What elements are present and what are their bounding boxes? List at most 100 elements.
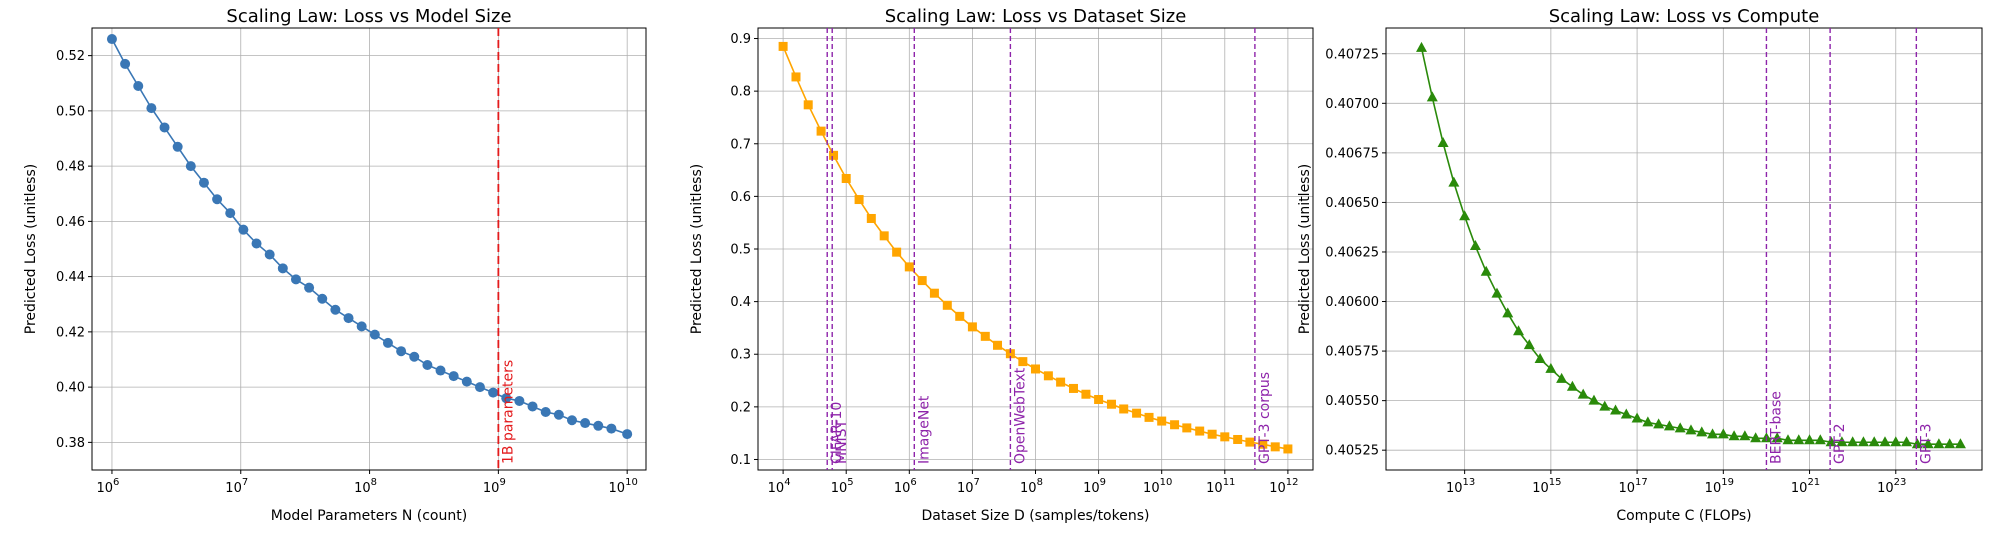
data-point-marker xyxy=(1491,287,1503,298)
x-tick-exponent: 9 xyxy=(499,477,505,488)
data-point-marker xyxy=(1879,436,1891,447)
x-tick-exponent: 10 xyxy=(625,477,638,488)
data-point-marker xyxy=(1663,420,1675,431)
data-point-marker xyxy=(580,418,591,429)
x-tick-exponent: 8 xyxy=(1037,477,1043,488)
data-point-marker xyxy=(1911,438,1923,449)
data-point-marker xyxy=(1750,432,1762,443)
x-tick-label: 1019 xyxy=(1705,477,1734,496)
data-point-marker xyxy=(1459,210,1471,221)
data-point-marker xyxy=(1933,438,1945,449)
x-tick-base: 10 xyxy=(894,481,911,496)
x-tick-base: 10 xyxy=(1791,481,1808,496)
data-point-marker xyxy=(225,208,236,219)
x-tick-label: 1012 xyxy=(1269,477,1298,496)
x-tick-label: 107 xyxy=(225,477,248,496)
x-tick-label: 109 xyxy=(1083,477,1106,496)
x-tick-exponent: 15 xyxy=(1549,477,1562,488)
data-point-marker xyxy=(904,262,914,272)
data-point-marker xyxy=(317,293,328,304)
data-point-marker xyxy=(1106,399,1116,409)
x-tick-base: 10 xyxy=(1705,481,1722,496)
x-tick-base: 10 xyxy=(768,481,785,496)
data-point-marker xyxy=(343,313,354,324)
data-point-marker xyxy=(1890,436,1902,447)
data-point-marker xyxy=(146,103,157,114)
x-tick-label: 1010 xyxy=(609,477,638,496)
y-tick-label: 0.50 xyxy=(56,104,85,119)
data-point-marker xyxy=(1793,434,1805,445)
y-tick-label: 0.2 xyxy=(730,400,751,415)
reference-label-bert-base: BERT-base xyxy=(1768,391,1784,464)
data-point-marker xyxy=(778,41,788,51)
x-tick-exponent: 5 xyxy=(847,477,853,488)
data-point-marker xyxy=(1620,408,1632,419)
y-tick-label: 0.40725 xyxy=(1325,47,1379,62)
x-tick-label: 104 xyxy=(768,477,791,496)
y-tick-label: 0.40625 xyxy=(1325,245,1379,260)
x-tick-base: 10 xyxy=(957,481,974,496)
y-tick-label: 0.40575 xyxy=(1325,345,1379,360)
x-tick-exponent: 7 xyxy=(973,477,979,488)
y-tick-label: 0.52 xyxy=(56,49,85,64)
data-point-marker xyxy=(1056,377,1066,387)
data-point-marker xyxy=(1717,428,1729,439)
data-point-marker xyxy=(1685,424,1697,435)
data-point-marker xyxy=(409,351,420,362)
x-tick-exponent: 23 xyxy=(1894,477,1907,488)
x-tick-exponent: 6 xyxy=(113,477,119,488)
data-point-marker xyxy=(435,365,446,376)
y-tick-label: 0.7 xyxy=(730,137,751,152)
data-point-marker xyxy=(1502,307,1514,318)
reference-label-gpt-3-corpus: GPT-3 corpus xyxy=(1257,372,1273,464)
x-tick-exponent: 6 xyxy=(910,477,916,488)
data-point-marker xyxy=(1068,383,1078,393)
data-point-marker xyxy=(1005,349,1015,359)
data-point-marker xyxy=(1018,357,1028,367)
data-point-marker xyxy=(1207,429,1217,439)
data-point-marker xyxy=(1144,412,1154,422)
x-tick-exponent: 19 xyxy=(1721,477,1734,488)
x-tick-base: 10 xyxy=(831,481,848,496)
x-tick-base: 10 xyxy=(1269,481,1286,496)
x-tick-exponent: 13 xyxy=(1463,477,1476,488)
x-tick-label: 106 xyxy=(894,477,917,496)
x-tick-base: 10 xyxy=(1877,481,1894,496)
chart-panel-loss-vs-compute: 1013 1015 1017 1019 1021 10230.405250.405500.… xyxy=(1297,6,1983,524)
data-point-marker xyxy=(185,161,196,172)
data-point-marker xyxy=(1258,439,1268,449)
y-tick-label: 0.40550 xyxy=(1325,394,1379,409)
y-tick-label: 0.42 xyxy=(56,325,85,340)
data-point-marker xyxy=(1195,426,1205,436)
data-point-marker xyxy=(159,122,170,133)
data-point-marker xyxy=(448,371,459,382)
data-point-marker xyxy=(422,360,433,371)
reference-label-gpt-3: GPT-3 xyxy=(1918,423,1934,464)
data-point-marker xyxy=(1182,423,1192,433)
data-point-marker xyxy=(1782,434,1794,445)
data-point-marker xyxy=(1868,436,1880,447)
data-point-marker xyxy=(1480,265,1492,276)
data-point-marker xyxy=(879,231,889,241)
x-axis-label: Model Parameters N (count) xyxy=(271,508,467,524)
data-point-marker xyxy=(1157,416,1167,426)
reference-label-1b-parameters: 1B parameters xyxy=(500,360,516,464)
data-point-marker xyxy=(1416,41,1428,52)
x-tick-label: 1021 xyxy=(1791,477,1820,496)
data-point-marker xyxy=(474,382,485,393)
chart-title: Scaling Law: Loss vs Dataset Size xyxy=(885,6,1187,27)
data-point-marker xyxy=(1448,176,1460,187)
chart-panel-loss-vs-dataset-size: 104 105 106 107 108 109 1010 1011 10120.10.20.30… xyxy=(689,6,1314,524)
data-point-marker xyxy=(198,177,209,188)
x-tick-base: 10 xyxy=(1532,481,1549,496)
chart-panel-loss-vs-model-size: 106 107 108 109 10100.380.400.420.440.460.48… xyxy=(23,6,647,524)
data-point-marker xyxy=(1170,420,1180,430)
data-point-marker xyxy=(501,393,512,404)
data-point-marker xyxy=(290,274,301,285)
y-tick-label: 0.40525 xyxy=(1325,444,1379,459)
x-tick-base: 10 xyxy=(1020,481,1037,496)
x-tick-label: 1017 xyxy=(1618,477,1647,496)
x-tick-label: 105 xyxy=(831,477,854,496)
data-point-marker xyxy=(942,300,952,310)
